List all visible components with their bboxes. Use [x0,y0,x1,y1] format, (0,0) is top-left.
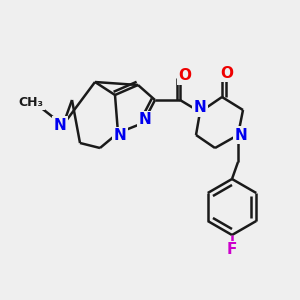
Text: CH₃: CH₃ [19,95,44,109]
Text: F: F [227,242,237,257]
Text: N: N [114,128,126,143]
Text: N: N [139,112,152,128]
Text: O: O [178,68,191,83]
Text: O: O [220,65,233,80]
Text: N: N [54,118,66,133]
Text: N: N [235,128,248,142]
Text: N: N [194,100,206,116]
